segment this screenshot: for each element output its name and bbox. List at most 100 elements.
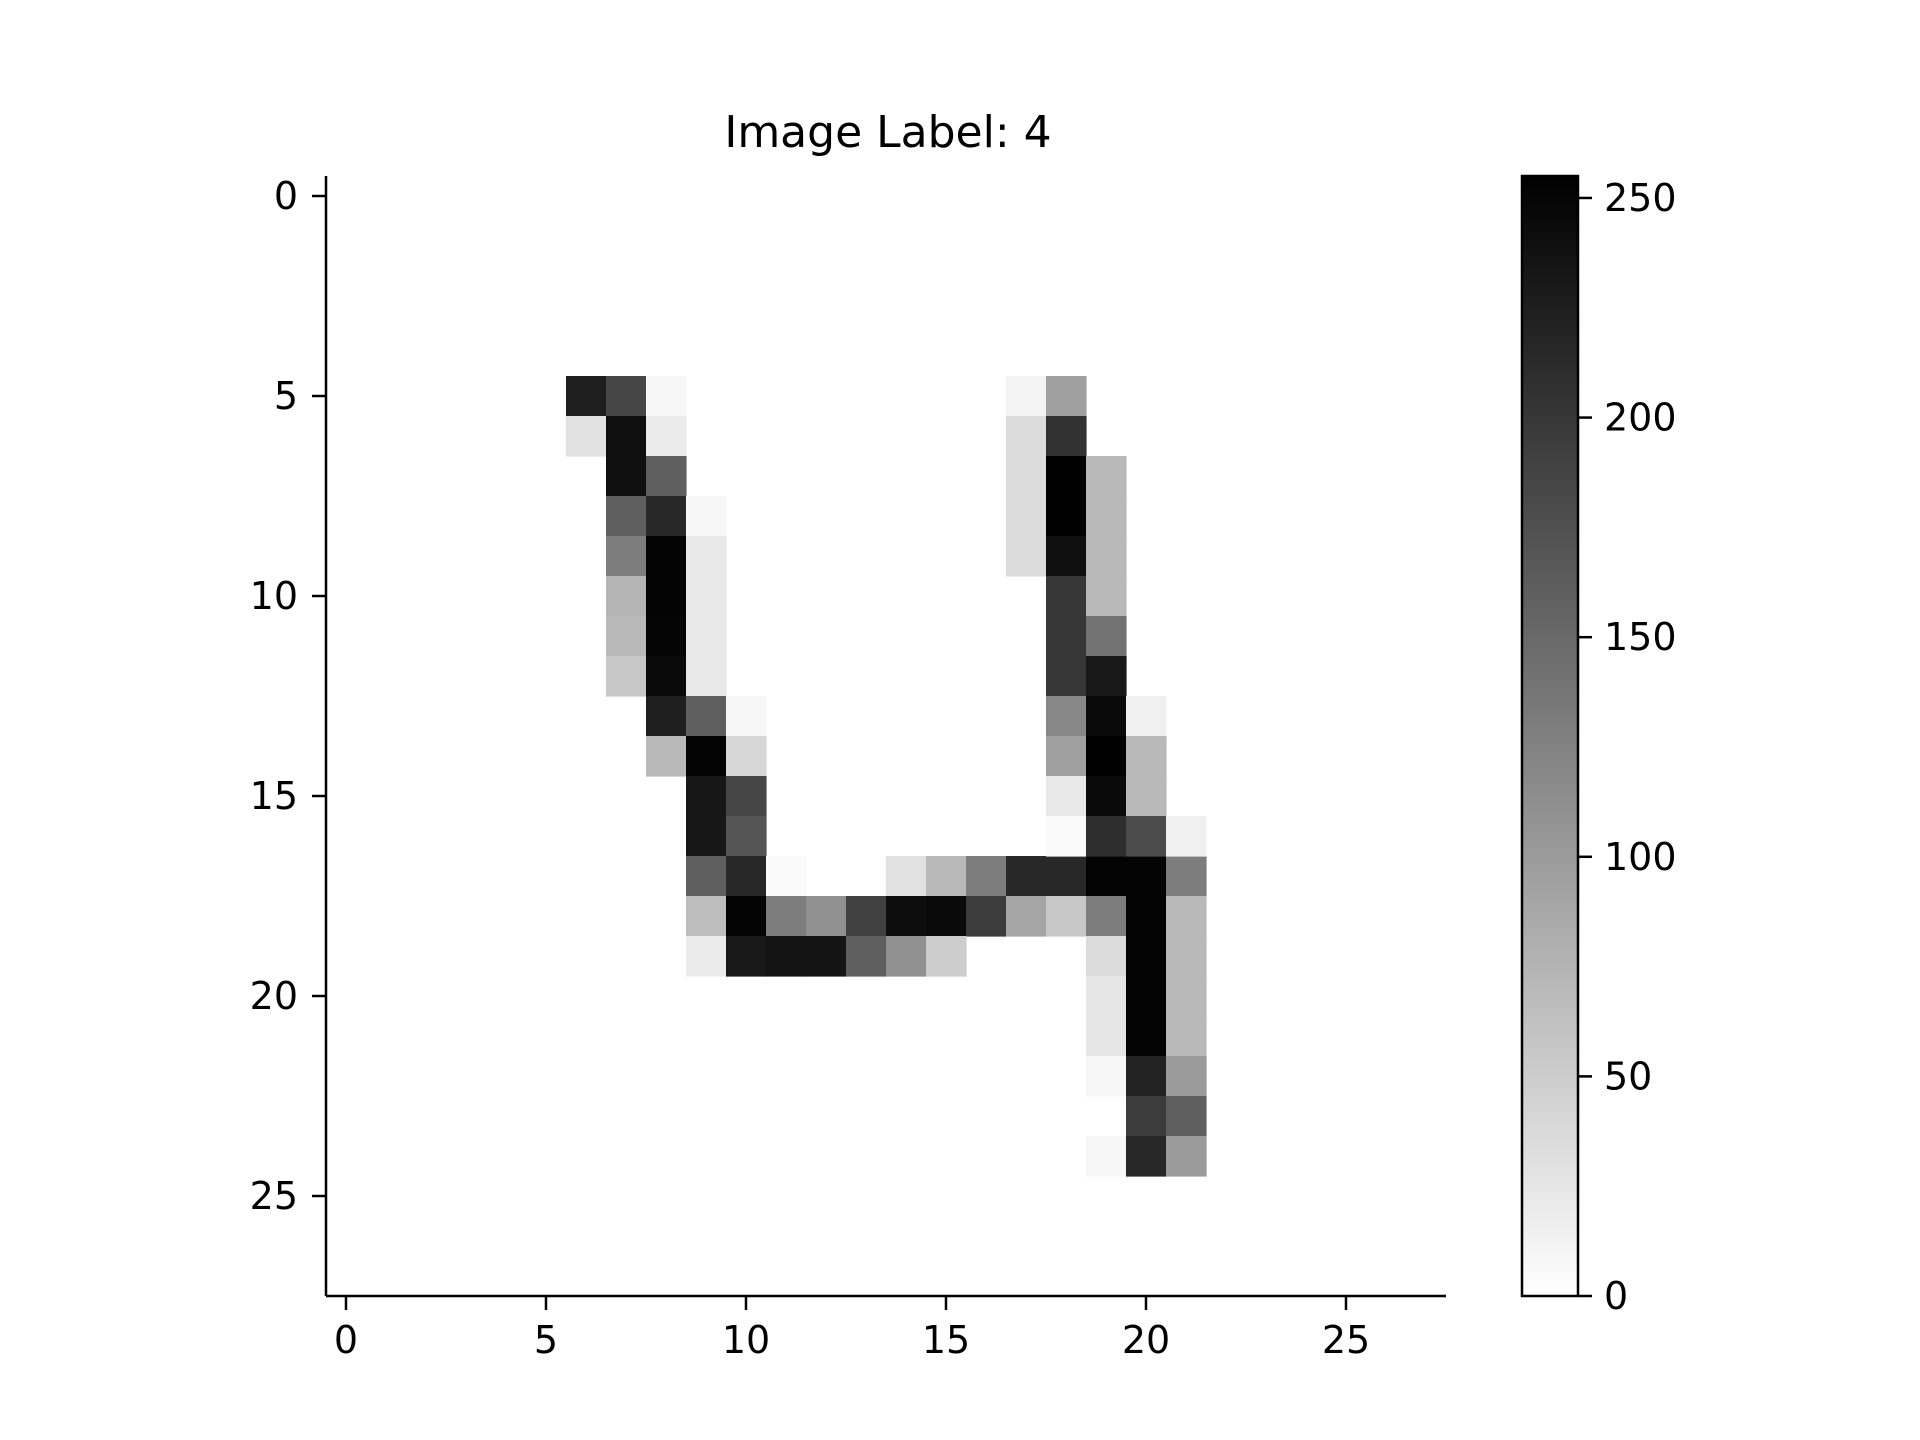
- heatmap-cell: [1086, 816, 1127, 857]
- heatmap-cell: [766, 936, 807, 977]
- chart-title: Image Label: 4: [724, 107, 1051, 158]
- heatmap-cell: [1086, 456, 1127, 497]
- heatmap-cell: [726, 736, 767, 777]
- x-tick-label: 10: [722, 1318, 770, 1362]
- heatmap-cell: [686, 576, 727, 617]
- heatmap-cell: [1086, 896, 1127, 937]
- heatmap-cell: [606, 496, 647, 537]
- heatmap-cell: [1046, 736, 1087, 777]
- heatmap-cell: [1046, 616, 1087, 657]
- colorbar-ticks: 0 50 100 150 200 250: [1578, 176, 1677, 1318]
- y-tick-label: 15: [250, 774, 298, 818]
- colorbar-tick-label: 50: [1604, 1054, 1652, 1098]
- heatmap-cell: [1006, 856, 1047, 897]
- heatmap-cell: [686, 816, 727, 857]
- x-tick-label: 25: [1322, 1318, 1370, 1362]
- heatmap-cell: [1166, 856, 1207, 897]
- heatmap-cell: [1086, 1016, 1127, 1057]
- heatmap-cell: [1086, 576, 1127, 617]
- heatmap-cell: [1166, 1016, 1207, 1057]
- heatmap-cell: [1086, 776, 1127, 817]
- heatmap-cell: [926, 896, 967, 937]
- heatmap-cell: [1046, 376, 1087, 417]
- heatmap-cell: [686, 736, 727, 777]
- heatmap-cell: [1166, 1136, 1207, 1177]
- heatmap-cell: [726, 936, 767, 977]
- colorbar-tick-label: 100: [1604, 835, 1677, 879]
- heatmap-cell: [1046, 536, 1087, 577]
- heatmap-cell: [1126, 776, 1167, 817]
- heatmap-cell: [1046, 576, 1087, 617]
- heatmap-cell: [646, 736, 687, 777]
- heatmap-cell: [1006, 496, 1047, 537]
- heatmap-cell: [646, 416, 687, 457]
- heatmap-cell: [1086, 616, 1127, 657]
- heatmap-cell: [606, 576, 647, 617]
- heatmap-cell: [1006, 376, 1047, 417]
- heatmap-cell: [846, 896, 887, 937]
- heatmap-cell: [806, 936, 847, 977]
- heatmap-cell: [1046, 896, 1087, 937]
- heatmap-cell: [1126, 936, 1167, 977]
- colorbar-tick-label: 250: [1604, 176, 1677, 220]
- heatmap-cell: [1006, 416, 1047, 457]
- heatmap-cell: [1126, 1096, 1167, 1137]
- heatmap-cell: [686, 936, 727, 977]
- heatmap-cell: [1046, 656, 1087, 697]
- heatmap-cell: [766, 856, 807, 897]
- heatmap-cell: [1166, 976, 1207, 1017]
- heatmap-cell: [686, 776, 727, 817]
- y-tick-label: 5: [274, 374, 298, 418]
- heatmap-background: [326, 176, 1446, 1296]
- heatmap-cell: [1046, 776, 1087, 817]
- heatmap-cell: [606, 376, 647, 417]
- colorbar-tick-label: 200: [1604, 396, 1677, 440]
- heatmap-cell: [726, 896, 767, 937]
- heatmap-cell: [686, 696, 727, 737]
- heatmap-cell: [686, 656, 727, 697]
- heatmap-cell: [1086, 1136, 1127, 1177]
- heatmap-cell: [646, 536, 687, 577]
- colorbar-tick-label: 0: [1604, 1274, 1628, 1318]
- heatmap-cell: [1046, 456, 1087, 497]
- heatmap-cell: [646, 376, 687, 417]
- heatmap-cell: [686, 856, 727, 897]
- heatmap-cell: [1086, 736, 1127, 777]
- heatmap-cell: [606, 416, 647, 457]
- heatmap-cell: [1086, 1056, 1127, 1097]
- heatmap-cell: [966, 896, 1007, 937]
- heatmap-cell: [1126, 1016, 1167, 1057]
- heatmap-cell: [606, 656, 647, 697]
- x-axis-ticks: 0 5 10 15 20 25: [334, 1296, 1370, 1362]
- heatmap-cell: [686, 496, 727, 537]
- heatmap-cell: [566, 416, 607, 457]
- colorbar-tick-label: 150: [1604, 615, 1677, 659]
- heatmap-cell: [1126, 976, 1167, 1017]
- heatmap-cell: [1046, 696, 1087, 737]
- heatmap-cell: [766, 896, 807, 937]
- heatmap-cell: [606, 536, 647, 577]
- plot-area: 0 5 10 15 20 25 0 5 10 15 20 25: [250, 174, 1446, 1362]
- heatmap-cell: [566, 376, 607, 417]
- heatmap-cell: [926, 856, 967, 897]
- heatmap-cell: [1006, 456, 1047, 497]
- heatmap-cell: [886, 896, 927, 937]
- colorbar: 0 50 100 150 200 250: [1520, 174, 1677, 1318]
- heatmap-cell: [966, 856, 1007, 897]
- heatmap-cell: [646, 696, 687, 737]
- heatmap-cell: [726, 816, 767, 857]
- heatmap-cell: [1086, 696, 1127, 737]
- heatmap-cell: [606, 456, 647, 497]
- heatmap-cell: [1046, 816, 1087, 857]
- y-tick-label: 10: [250, 574, 298, 618]
- heatmap-cell: [1126, 736, 1167, 777]
- heatmap-cell: [1086, 936, 1127, 977]
- heatmap-cell: [1126, 896, 1167, 937]
- heatmap-cell: [886, 936, 927, 977]
- heatmap-cell: [686, 896, 727, 937]
- y-tick-label: 0: [274, 174, 298, 218]
- heatmap-cell: [886, 856, 927, 897]
- heatmap-cell: [1126, 816, 1167, 857]
- heatmap-cell: [1086, 496, 1127, 537]
